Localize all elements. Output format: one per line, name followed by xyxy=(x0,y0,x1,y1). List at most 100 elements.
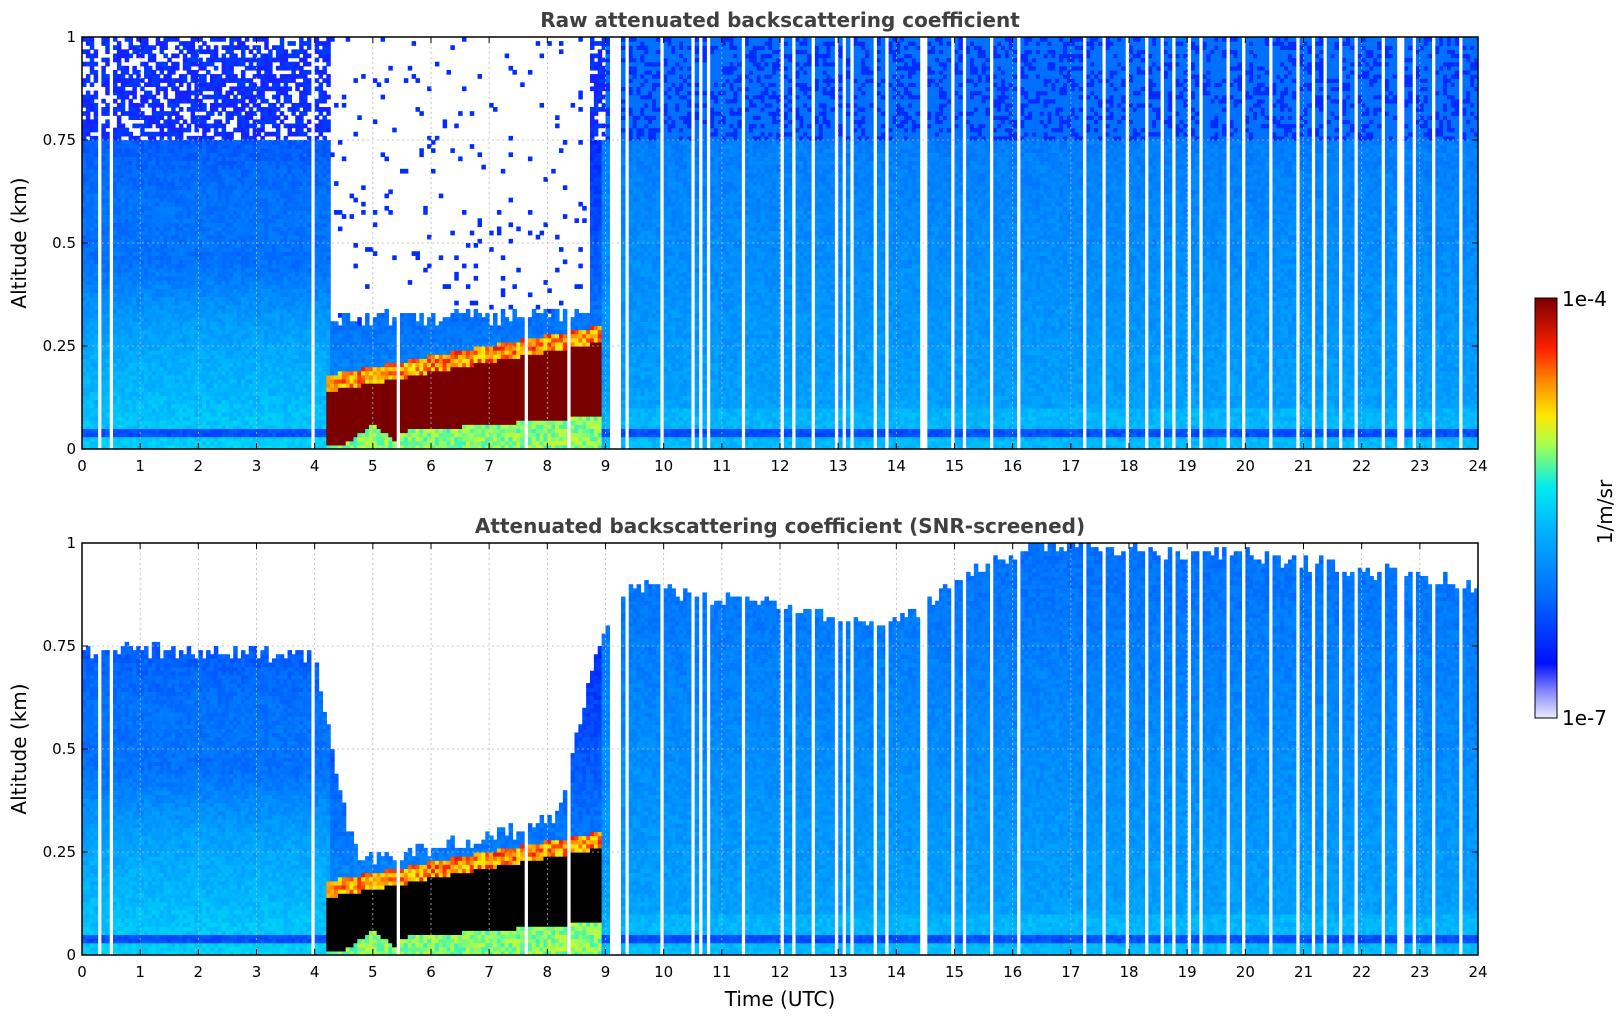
heatmap-cell xyxy=(140,292,145,298)
heatmap-cell xyxy=(136,144,141,149)
heatmap-cell xyxy=(190,259,196,265)
heatmap-cell xyxy=(221,424,227,429)
heatmap-cell xyxy=(124,317,130,322)
heatmap-cell xyxy=(186,399,192,405)
heatmap-cell xyxy=(124,94,130,100)
heatmap-cell xyxy=(299,45,304,50)
heatmap-cell xyxy=(171,280,176,285)
heatmap-cell xyxy=(221,160,227,166)
heatmap-cell xyxy=(132,197,137,203)
heatmap-cell xyxy=(82,78,87,83)
heatmap-cell xyxy=(178,341,184,347)
heatmap-cell xyxy=(120,123,126,129)
heatmap-cell xyxy=(163,308,168,314)
heatmap-cell xyxy=(82,424,87,429)
heatmap-cell xyxy=(233,226,238,232)
heatmap-cell xyxy=(291,193,296,199)
heatmap-cell xyxy=(303,321,308,326)
heatmap-cell xyxy=(287,267,292,273)
heatmap-cell xyxy=(128,193,134,199)
heatmap-cell xyxy=(198,90,203,96)
heatmap-cell xyxy=(113,263,118,269)
heatmap-cell xyxy=(318,119,324,129)
heatmap-cell xyxy=(190,280,196,285)
heatmap-cell xyxy=(256,313,261,318)
heatmap-cell xyxy=(175,275,180,281)
heatmap-cell xyxy=(213,432,219,438)
heatmap-cell xyxy=(93,411,99,417)
heatmap-cell xyxy=(306,82,312,96)
heatmap-cell xyxy=(206,144,211,149)
heatmap-cell xyxy=(132,284,137,289)
heatmap-cell xyxy=(240,135,246,141)
heatmap-cell xyxy=(225,271,230,277)
heatmap-cell xyxy=(101,337,106,343)
heatmap-cell xyxy=(124,218,130,223)
heatmap-cell xyxy=(140,205,145,211)
heatmap-cell xyxy=(113,127,118,133)
heatmap-cell xyxy=(167,321,172,326)
heatmap-cell xyxy=(128,82,134,88)
heatmap-cell xyxy=(151,177,157,182)
heatmap-cell xyxy=(225,259,230,265)
heatmap-cell xyxy=(268,148,273,153)
heatmap-cell xyxy=(260,127,265,133)
heatmap-cell xyxy=(206,321,211,326)
heatmap-cell xyxy=(132,399,137,405)
heatmap-cell xyxy=(225,45,230,50)
heatmap-cell xyxy=(155,403,161,409)
heatmap-cell xyxy=(167,317,172,322)
heatmap-cell xyxy=(279,148,285,153)
heatmap-cell xyxy=(303,407,308,413)
heatmap-cell xyxy=(256,391,261,397)
heatmap-cell xyxy=(182,321,188,326)
heatmap-cell xyxy=(85,333,91,339)
heatmap-cell xyxy=(272,308,277,314)
heatmap-cell xyxy=(275,210,281,215)
heatmap-cell xyxy=(314,313,320,318)
heatmap-cell xyxy=(233,387,238,392)
heatmap-cell xyxy=(132,251,137,256)
heatmap-cell xyxy=(178,313,184,318)
heatmap-cell xyxy=(136,329,141,335)
heatmap-cell xyxy=(101,436,106,442)
heatmap-cell xyxy=(272,144,277,149)
heatmap-cell xyxy=(260,337,265,343)
heatmap-cell xyxy=(147,234,153,240)
heatmap-cell xyxy=(248,197,254,203)
heatmap-cell xyxy=(144,337,149,347)
heatmap-cell xyxy=(101,193,106,199)
heatmap-cell xyxy=(213,288,219,294)
heatmap-cell xyxy=(229,185,234,191)
heatmap-cell xyxy=(233,205,238,211)
heatmap-cell xyxy=(116,41,122,63)
heatmap-cell xyxy=(260,86,265,92)
heatmap-cell xyxy=(182,341,188,347)
heatmap-cell xyxy=(128,78,134,83)
heatmap-cell xyxy=(140,177,145,182)
heatmap-cell xyxy=(194,370,199,376)
heatmap-cell xyxy=(151,185,157,191)
heatmap-cell xyxy=(182,366,188,372)
heatmap-cell xyxy=(233,259,238,265)
heatmap-cell xyxy=(233,341,238,347)
heatmap-cell xyxy=(260,358,265,364)
heatmap-cell xyxy=(175,222,180,232)
heatmap-cell xyxy=(221,193,227,199)
heatmap-cell xyxy=(260,111,265,116)
heatmap-cell xyxy=(202,275,207,281)
heatmap-cell xyxy=(306,210,312,215)
heatmap-cell xyxy=(155,436,161,442)
heatmap-cell xyxy=(213,168,219,174)
heatmap-cell xyxy=(89,333,95,339)
heatmap-cell xyxy=(306,78,312,83)
heatmap-cell xyxy=(82,218,87,223)
heatmap-cell xyxy=(287,407,292,413)
heatmap-cell xyxy=(240,333,246,339)
heatmap-cell xyxy=(314,350,320,355)
heatmap-cell xyxy=(275,321,281,326)
heatmap-cell xyxy=(272,403,277,409)
heatmap-cell xyxy=(85,189,91,195)
heatmap-cell xyxy=(167,374,172,380)
heatmap-cell xyxy=(303,275,308,281)
